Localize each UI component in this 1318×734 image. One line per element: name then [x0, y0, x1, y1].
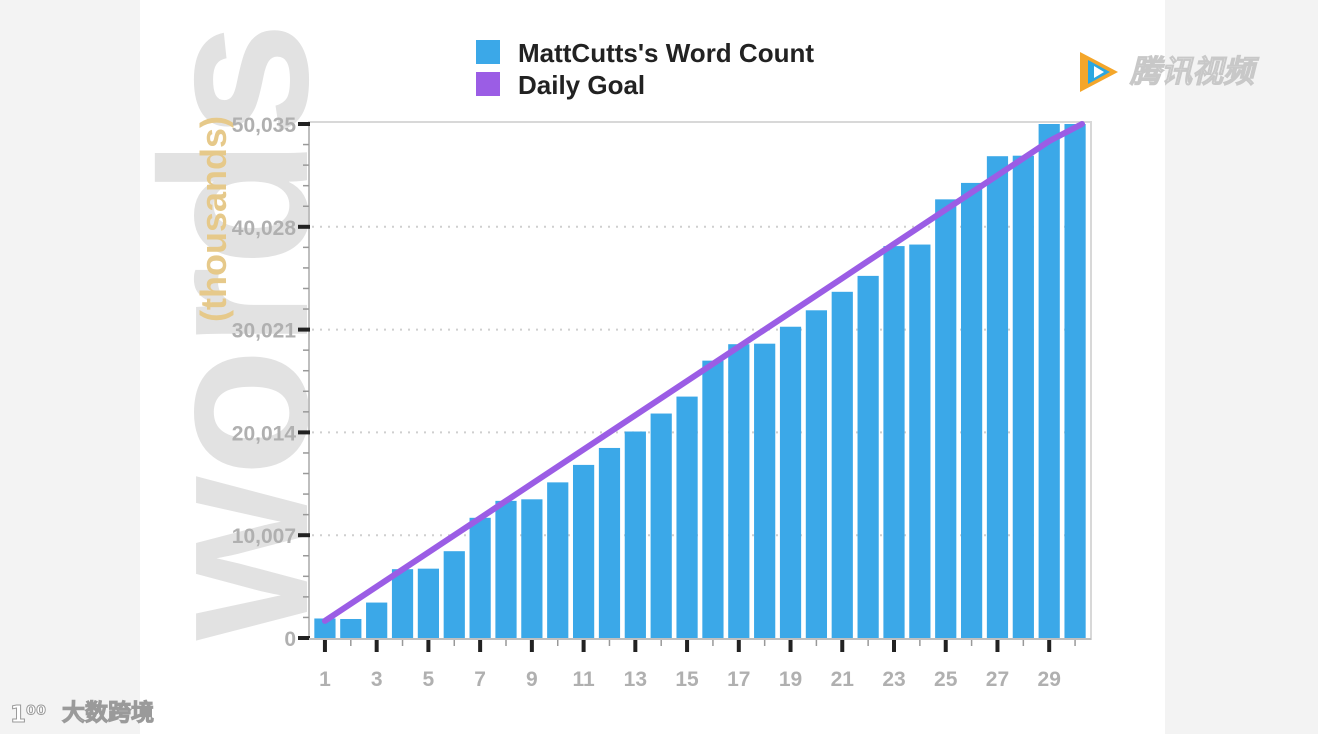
bar-day-17 [728, 344, 750, 638]
bar-day-10 [547, 482, 569, 638]
bar-day-15 [676, 396, 698, 638]
bar-day-18 [754, 343, 776, 638]
x-tick-label-25: 25 [934, 668, 958, 691]
legend: MattCutts's Word Count Daily Goal [476, 38, 814, 100]
legend-label-daily-goal: Daily Goal [518, 70, 645, 100]
y-tick-label-5: 50,035 [232, 114, 297, 137]
bar-day-3 [366, 602, 388, 638]
bar-day-2 [340, 618, 362, 638]
bar-day-26 [960, 182, 983, 639]
x-tick-label-9: 9 [526, 668, 538, 691]
legend-swatch-word-count [476, 40, 500, 64]
y-tick-label-2: 20,014 [232, 422, 297, 445]
y-tick-label-4: 40,028 [232, 217, 297, 240]
word-count-chart: words (thousands) 0 10,007 20,014 30,021 40,… [140, 22, 1092, 691]
legend-swatch-daily-goal [476, 72, 500, 96]
x-axis: 1 3 5 7 9 11 13 15 17 19 21 23 25 27 29 [309, 638, 1091, 691]
bar-day-22 [857, 275, 879, 638]
bar-day-28 [1012, 155, 1034, 638]
bar-day-6 [443, 551, 465, 638]
x-tick-label-23: 23 [882, 668, 905, 691]
x-tick-label-19: 19 [779, 668, 802, 691]
x-tick-label-13: 13 [624, 668, 647, 691]
bar-day-23 [883, 246, 905, 638]
x-tick-label-17: 17 [727, 668, 750, 691]
x-tick-label-29: 29 [1038, 668, 1061, 691]
y-tick-label-3: 30,021 [232, 320, 297, 343]
bar-day-14 [650, 413, 672, 638]
y-axis-sub-label: (thousands) [193, 116, 234, 322]
bar-day-12 [598, 447, 621, 638]
bar-day-8 [495, 500, 517, 638]
bar-day-20 [805, 310, 828, 638]
y-axis-big-label: words [140, 22, 352, 641]
bottom-left-watermark: 1⁰⁰ 大数跨境 [10, 699, 155, 729]
bar-day-30 [1064, 124, 1086, 638]
bars-group [314, 124, 1086, 639]
bar-day-19 [779, 326, 802, 638]
bar-day-25 [935, 199, 957, 638]
bar-day-16 [702, 360, 724, 638]
bar-day-5 [417, 568, 440, 638]
bar-day-1 [314, 618, 336, 638]
bar-day-13 [624, 431, 646, 638]
bottom-left-logo-icon: 1⁰⁰ [10, 702, 46, 728]
x-tick-label-1: 1 [319, 668, 331, 691]
x-tick-label-3: 3 [371, 668, 383, 691]
x-tick-label-5: 5 [423, 668, 435, 691]
legend-label-word-count: MattCutts's Word Count [518, 38, 814, 68]
bar-day-4 [391, 569, 414, 638]
goal-line-group [321, 121, 1085, 624]
x-tick-label-11: 11 [572, 668, 595, 691]
daily-goal-line [321, 121, 1085, 624]
bar-day-27 [986, 156, 1009, 638]
x-tick-label-7: 7 [474, 668, 486, 691]
x-tick-label-21: 21 [831, 668, 855, 691]
bar-day-7 [469, 517, 491, 638]
y-tick-label-0: 0 [284, 628, 296, 651]
video-frame: words (thousands) 0 10,007 20,014 30,021 40,… [140, 0, 1165, 734]
y-axis: 0 10,007 20,014 30,021 40,028 50,035 [232, 114, 310, 651]
y-tick-label-1: 10,007 [232, 525, 296, 548]
bar-day-29 [1038, 124, 1060, 638]
x-tick-label-15: 15 [675, 668, 699, 691]
bar-day-11 [572, 464, 595, 638]
bar-day-24 [909, 244, 931, 639]
bar-day-21 [831, 291, 853, 638]
grid-lines [312, 225, 1088, 537]
bar-day-9 [521, 499, 543, 638]
x-tick-label-27: 27 [986, 668, 1009, 691]
